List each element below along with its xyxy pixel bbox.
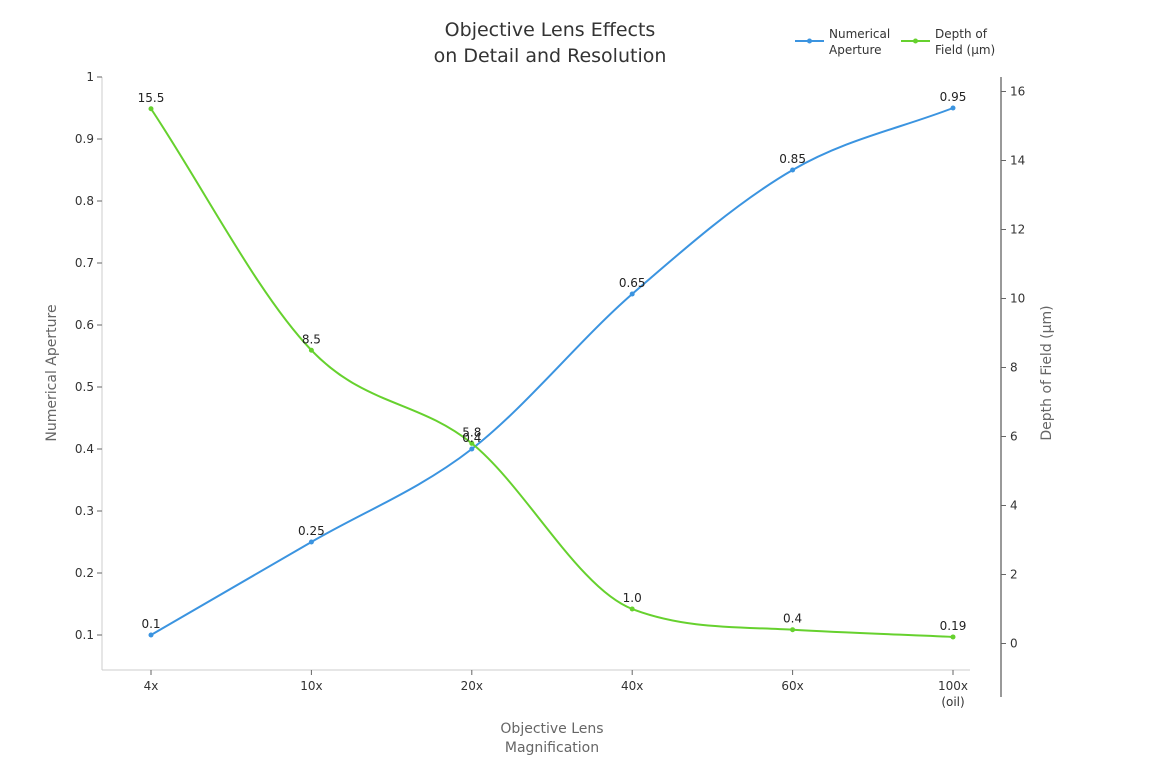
left-tick-label: 0.4 <box>75 442 94 456</box>
numerical-aperture-point <box>790 167 796 173</box>
left-tick-label: 0.9 <box>75 132 94 146</box>
right-y-axis: 16 14 12 10 8 6 4 2 0 Depth of Field (µm) <box>1000 77 1055 697</box>
right-tick-label: 6 <box>1010 430 1018 444</box>
left-tick-label: 0.6 <box>75 318 94 332</box>
x-axis-title: Magnification <box>505 740 599 756</box>
numerical-aperture-data-label: 0.1 <box>141 617 160 631</box>
numerical-aperture-point <box>308 539 314 545</box>
depth-of-field-point <box>308 347 314 353</box>
depth-of-field-data-label: 15.5 <box>138 91 165 105</box>
depth-of-field-point <box>790 627 796 633</box>
depth-of-field-legend-label: Field (µm) <box>935 43 995 57</box>
x-tick-label: 40x <box>621 679 643 693</box>
depth-of-field-data-label: 1.0 <box>623 591 642 605</box>
x-tick-label: 100x <box>938 679 968 693</box>
numerical-aperture-point <box>148 632 154 638</box>
depth-of-field-legend-marker <box>913 38 918 44</box>
chart-title-line-1: Objective Lens Effects <box>445 19 656 41</box>
depth-of-field-data-label: 5.8 <box>462 425 481 439</box>
numerical-aperture-point <box>950 105 956 111</box>
depth-of-field-point <box>629 606 635 612</box>
numerical-aperture-legend-marker <box>807 38 812 44</box>
chart-title-line-2: on Detail and Resolution <box>434 45 667 67</box>
numerical-aperture-data-label: 0.25 <box>298 524 325 538</box>
left-tick-label: 0.3 <box>75 504 94 518</box>
depth-of-field-data-label: 0.4 <box>783 612 802 626</box>
data-labels-layer: 0.1 0.25 0.4 0.65 0.85 0.95 15.5 8.5 5.8 1.0 0.4 0.… <box>138 90 967 633</box>
left-tick-label: 0.7 <box>75 256 94 270</box>
x-tick-label: 60x <box>781 679 803 693</box>
right-tick-label: 8 <box>1010 361 1018 375</box>
numerical-aperture-legend-label: Aperture <box>829 43 882 57</box>
x-tick-label: 4x <box>144 679 159 693</box>
chart-title: Objective Lens Effects on Detail and Reso… <box>434 19 667 67</box>
numerical-aperture-data-label: 0.85 <box>779 152 806 166</box>
x-axis-title: Objective Lens <box>500 721 603 737</box>
series-layer <box>148 105 956 640</box>
numerical-aperture-point <box>469 446 475 452</box>
numerical-aperture-data-label: 0.95 <box>940 90 967 104</box>
numerical-aperture-data-label: 0.4 <box>462 431 481 445</box>
numerical-aperture-legend-label: Numerical <box>829 27 890 41</box>
depth-of-field-data-label: 0.19 <box>940 619 967 633</box>
depth-of-field-point <box>148 106 154 112</box>
left-tick-label: 0.5 <box>75 380 94 394</box>
x-axis: 4x 10x 20x 40x 60x 100x (oil) Objective Lens Mag… <box>144 670 968 756</box>
right-tick-label: 4 <box>1010 499 1018 513</box>
left-tick-label: 0.8 <box>75 194 94 208</box>
depth-of-field-point <box>469 440 475 446</box>
x-tick-label: (oil) <box>941 695 964 709</box>
right-axis-title: Depth of Field (µm) <box>1039 305 1055 440</box>
numerical-aperture-line <box>150 107 954 636</box>
right-tick-label: 2 <box>1010 568 1018 582</box>
depth-of-field-legend-label: Depth of <box>935 27 988 41</box>
right-tick-label: 14 <box>1010 154 1025 168</box>
numerical-aperture-data-label: 0.65 <box>619 276 646 290</box>
depth-of-field-data-label: 8.5 <box>302 332 321 346</box>
left-tick-label: 0.2 <box>75 566 94 580</box>
x-tick-label: 10x <box>300 679 322 693</box>
depth-of-field-point <box>950 634 956 640</box>
chart-legend: Numerical Aperture Depth of Field (µm) <box>795 27 995 57</box>
right-tick-label: 0 <box>1010 637 1018 651</box>
left-tick-label: 0.1 <box>75 628 94 642</box>
right-tick-label: 10 <box>1010 292 1025 306</box>
left-y-axis: 1 0.9 0.8 0.7 0.6 0.5 0.4 0.3 0.2 0.1 Numerical Ap… <box>44 70 970 671</box>
numerical-aperture-point <box>629 291 635 297</box>
left-axis-title: Numerical Aperture <box>44 304 60 441</box>
right-tick-label: 16 <box>1010 85 1025 99</box>
x-tick-label: 20x <box>461 679 483 693</box>
left-tick-label: 1 <box>86 70 94 84</box>
right-tick-label: 12 <box>1010 223 1025 237</box>
